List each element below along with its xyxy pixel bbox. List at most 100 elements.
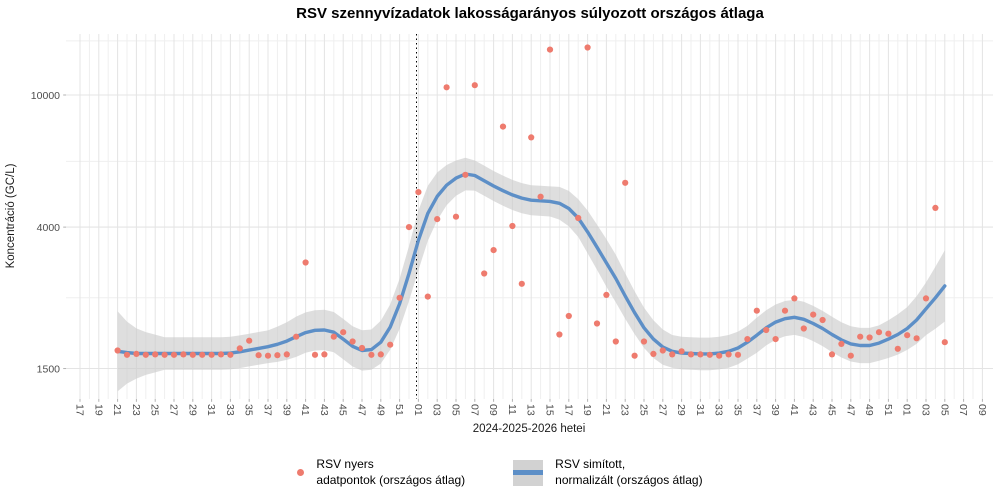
raw-point <box>311 351 319 358</box>
y-tick-label: 10000 <box>31 90 60 102</box>
x-tick-label: 51 <box>882 404 894 416</box>
x-tick-label: 17 <box>562 404 574 416</box>
raw-point <box>227 351 234 358</box>
raw-point <box>810 311 817 318</box>
x-tick-label: 19 <box>92 404 104 416</box>
raw-point <box>875 329 883 336</box>
raw-point <box>255 352 262 359</box>
plot-svg: 17 19 21 23 25 27 29 31 33 35 37 39 41 43 45 47 49 51 01 03… <box>5 34 993 435</box>
legend-smoothed-label: RSV simított, normalizált (országos átla… <box>555 457 703 487</box>
raw-point <box>565 312 572 320</box>
raw-point <box>669 351 676 358</box>
raw-point <box>575 214 582 222</box>
raw-point <box>161 351 168 358</box>
raw-point <box>772 336 779 343</box>
raw-point <box>330 333 337 340</box>
legend-item-smoothed: RSV simított, normalizált (országos átla… <box>513 457 703 488</box>
raw-point <box>293 333 300 340</box>
x-tick-label: 25 <box>638 404 650 416</box>
x-tick-label: 17 <box>74 404 86 416</box>
raw-point <box>913 335 920 342</box>
raw-point <box>866 334 873 341</box>
x-tick-label: 33 <box>224 404 236 416</box>
x-tick-label: 47 <box>844 404 856 416</box>
raw-point <box>452 213 460 220</box>
raw-point <box>828 351 836 358</box>
raw-point <box>321 351 328 358</box>
raw-points <box>114 44 948 359</box>
x-tick-label: 43 <box>318 404 330 416</box>
raw-point <box>725 351 732 358</box>
x-tick-label: 05 <box>450 404 462 416</box>
x-tick-label: 29 <box>186 404 198 416</box>
confidence-ribbon <box>117 157 945 392</box>
raw-point <box>932 204 939 211</box>
x-tick-label: 35 <box>732 404 744 416</box>
x-tick-label: 35 <box>243 404 255 416</box>
raw-point-swatch-icon <box>297 469 305 477</box>
raw-point <box>462 171 469 178</box>
raw-point <box>659 347 666 354</box>
raw-point <box>546 46 554 53</box>
raw-point <box>133 350 140 357</box>
raw-point <box>170 351 178 358</box>
raw-point <box>781 307 789 314</box>
raw-point <box>114 347 121 354</box>
raw-point <box>142 351 149 358</box>
raw-point <box>377 351 384 358</box>
raw-point <box>941 339 948 346</box>
chart-layers: 17 19 21 23 25 27 29 31 33 35 37 39 41 43 45 47 49 51 01 03… <box>31 34 993 416</box>
x-tick-label: 43 <box>807 404 819 416</box>
x-tick-label: 37 <box>750 404 762 416</box>
raw-point <box>904 332 911 339</box>
x-tick-label: 15 <box>544 404 556 416</box>
raw-point <box>509 222 516 230</box>
x-tick-label: 49 <box>374 404 386 416</box>
raw-point <box>302 259 309 266</box>
x-tick-label: 41 <box>788 404 800 416</box>
x-tick-label: 13 <box>525 404 537 416</box>
raw-point <box>687 351 695 358</box>
x-tick-label: 41 <box>299 404 311 416</box>
raw-point <box>753 307 760 314</box>
raw-point <box>734 351 742 358</box>
raw-point <box>415 189 422 196</box>
x-tick-label: 21 <box>111 404 123 416</box>
raw-point <box>264 352 272 359</box>
legend: RSV nyers adatpontok (országos átlag) RS… <box>0 457 1000 488</box>
x-tick-label: 09 <box>487 404 499 416</box>
raw-point <box>885 330 892 337</box>
h-minor-gridlines <box>66 40 993 299</box>
x-tick-label: 45 <box>337 404 349 416</box>
raw-point <box>405 224 413 231</box>
raw-point <box>199 351 206 358</box>
x-tick-label: 45 <box>826 404 838 416</box>
y-axis-title: Koncentráció (GC/L) <box>5 163 17 268</box>
raw-point <box>706 351 713 358</box>
x-tick-label: 29 <box>675 404 687 416</box>
raw-point <box>640 338 648 345</box>
raw-point <box>217 351 225 358</box>
raw-point <box>631 352 638 359</box>
x-tick-label: 31 <box>694 404 706 416</box>
x-tick-label: 23 <box>130 404 142 416</box>
x-tick-label: 31 <box>205 404 217 416</box>
raw-point <box>697 351 704 358</box>
raw-point <box>396 294 403 301</box>
raw-point <box>499 123 507 130</box>
raw-point <box>744 336 751 343</box>
raw-point <box>819 316 826 324</box>
x-tick-label: 37 <box>262 404 274 416</box>
raw-point <box>838 340 845 347</box>
x-tick-label: 39 <box>769 404 781 416</box>
raw-point <box>528 134 535 141</box>
x-tick-label: 03 <box>920 404 932 416</box>
raw-point <box>246 337 253 344</box>
raw-point <box>894 345 901 352</box>
x-tick-label: 27 <box>656 404 668 416</box>
x-axis-title: 2024-2025-2026 hetei <box>473 423 586 435</box>
x-tick-label: 21 <box>600 404 612 416</box>
x-tick-label: 19 <box>581 404 593 416</box>
raw-point <box>857 333 864 340</box>
x-tick-label: 01 <box>901 404 913 416</box>
